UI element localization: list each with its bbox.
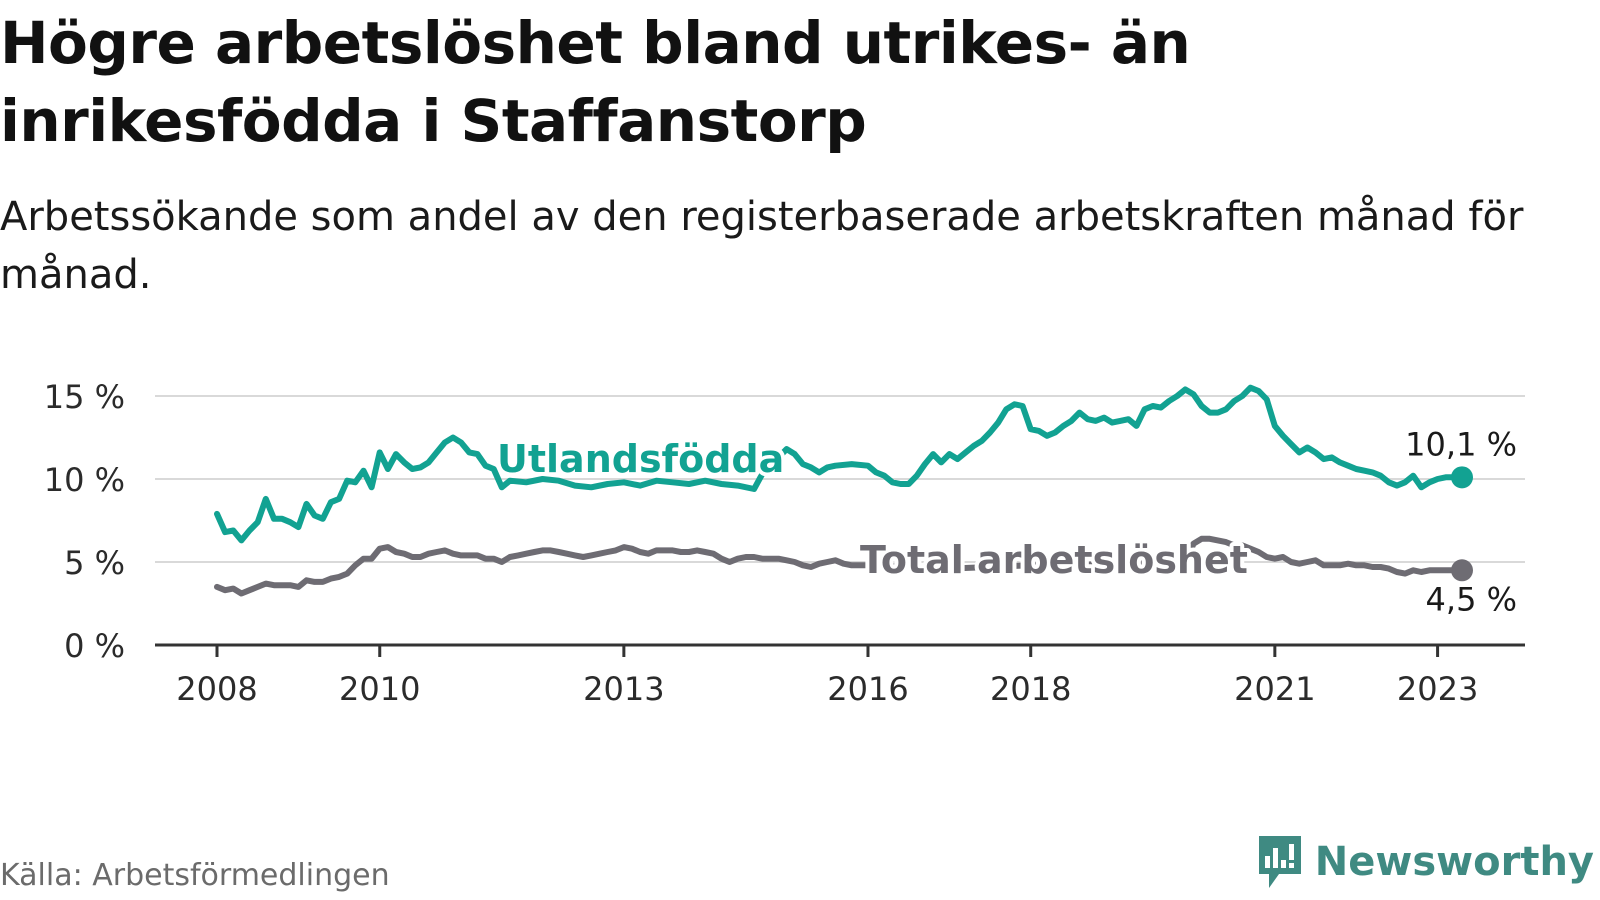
brand-logo: Newsworthy	[1255, 832, 1594, 892]
y-tick-label: 0 %	[64, 627, 125, 665]
end-value-label-utlandsfodda: 10,1 %	[1405, 425, 1517, 463]
y-tick-label: 15 %	[44, 378, 125, 416]
brand-name: Newsworthy	[1314, 839, 1594, 885]
y-tick-label: 5 %	[64, 544, 125, 582]
end-marker-utlandsfodda	[1451, 466, 1473, 489]
x-axis-ticks: 2008 2010 2013 2016 2018 2021 2023	[176, 645, 1478, 708]
end-marker-total	[1451, 559, 1473, 582]
series-lines	[214, 384, 1473, 597]
line-chart: 0 %5 %10 %15 % 2008 2010 2013 2016 2018 2021 2…	[44, 378, 1525, 708]
end-value-label-total: 4,5 %	[1426, 580, 1517, 618]
y-axis-ticks: 0 % 5 % 10 % 15 %	[44, 378, 125, 665]
series-name-utlandsfodda: Utlandsfödda	[497, 437, 784, 481]
x-tick-label: 2008	[176, 670, 257, 708]
gridlines	[155, 395, 1525, 647]
series-name-total: Total arbetslöshet	[860, 538, 1248, 582]
x-tick-label: 2023	[1397, 670, 1478, 708]
y-tick-label: 10 %	[44, 461, 125, 499]
x-tick-label: 2018	[990, 670, 1071, 708]
chart-subtitle: Arbetssökande som andel av den registerb…	[0, 194, 1524, 298]
series-labels: 10,1 % 4,5 % Utlandsfödda Total arbetslöshe…	[493, 425, 1517, 618]
x-tick-label: 2013	[583, 670, 664, 708]
newsworthy-logo-icon	[1258, 836, 1301, 888]
x-tick-label: 2010	[339, 670, 420, 708]
series-line-total	[214, 535, 1465, 597]
chart-title: Högre arbetslöshet bland utrikes- än inr…	[0, 9, 1191, 155]
x-tick-label: 2021	[1234, 670, 1315, 708]
source-note: Källa: Arbetsförmedlingen	[0, 858, 390, 893]
series-line-utlandsfodda	[214, 384, 1465, 544]
x-tick-label: 2016	[827, 670, 908, 708]
